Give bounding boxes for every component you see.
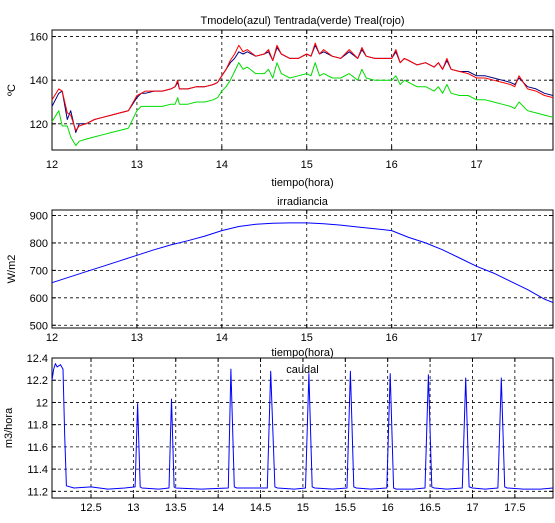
- y-tick-label: 500: [30, 320, 48, 332]
- x-tick-label: 13: [127, 502, 139, 514]
- x-tick-label: 13: [131, 159, 143, 171]
- y-tick-label: 12.2: [27, 375, 48, 387]
- y-tick-label: 900: [30, 210, 48, 222]
- x-axis-label: tiempo(hora): [271, 177, 333, 189]
- y-tick-label: 11.2: [27, 486, 48, 498]
- panel-1: 12 13 14 15 16 17 120 140 160 Tmodelo(azul) Tentr…: [6, 15, 554, 189]
- x-tick-label: 16: [386, 332, 398, 344]
- y-tick-label: 11.6: [27, 442, 48, 454]
- x-tick-label: 16.5: [419, 502, 440, 514]
- plot-frame: [51, 29, 554, 151]
- x-tick-label: 17.5: [504, 502, 525, 514]
- x-tick-label: 14: [216, 159, 228, 171]
- y-tick-label: 11.8: [27, 420, 48, 432]
- y-tick-label: 800: [30, 238, 48, 250]
- x-tick-label: 15.5: [335, 502, 356, 514]
- y-tick-label: 11.4: [27, 464, 48, 476]
- x-tick-label: 12.5: [80, 502, 101, 514]
- x-tick-label: 15: [297, 502, 309, 514]
- x-tick-label: 16: [386, 159, 398, 171]
- panel-2: 12 13 14 15 16 17 500 600 700 800 900 irradiancia ti…: [6, 196, 554, 359]
- series-line-2: [51, 62, 554, 147]
- y-tick-label: 12.4: [27, 353, 48, 365]
- y-tick-label: 12: [36, 397, 48, 409]
- y-tick-label: 120: [30, 119, 48, 131]
- chart-title: caudal: [286, 364, 318, 376]
- chart-title: irradiancia: [277, 196, 329, 208]
- y-tick-label: 700: [30, 265, 48, 277]
- series-line-3: [51, 42, 554, 131]
- y-axis-label: m3/hora: [3, 407, 15, 448]
- y-axis-label: ºC: [6, 84, 18, 96]
- y-tick-label: 600: [30, 293, 48, 305]
- plot-frame: [51, 209, 554, 329]
- panel-3: 12.5 13 13.5 14 14.5 15 15.5 16 16.5 17 17.5 11.2 11…: [3, 353, 554, 514]
- x-tick-label: 15: [301, 332, 313, 344]
- x-tick-label: 16: [382, 502, 394, 514]
- x-tick-label: 13: [131, 332, 143, 344]
- x-tick-label: 17: [466, 502, 478, 514]
- x-tick-label: 15: [301, 159, 313, 171]
- y-tick-label: 140: [30, 75, 48, 87]
- y-tick-label: 160: [30, 32, 48, 44]
- y-axis-label: W/m2: [6, 255, 18, 284]
- x-tick-label: 14: [212, 502, 224, 514]
- x-tick-label: 12: [46, 159, 58, 171]
- chart-title: Tmodelo(azul) Tentrada(verde) Treal(rojo…: [201, 15, 405, 27]
- plot-frame: [51, 357, 554, 499]
- x-tick-label: 13.5: [165, 502, 186, 514]
- x-tick-label: 14: [216, 332, 228, 344]
- series-line-1: [51, 363, 554, 490]
- series-line-1: [51, 222, 554, 303]
- x-axis-label: tiempo(hora): [271, 347, 333, 359]
- x-tick-label: 17: [470, 159, 482, 171]
- x-tick-label: 17: [470, 332, 482, 344]
- x-tick-label: 14.5: [250, 502, 271, 514]
- x-tick-label: 12: [46, 332, 58, 344]
